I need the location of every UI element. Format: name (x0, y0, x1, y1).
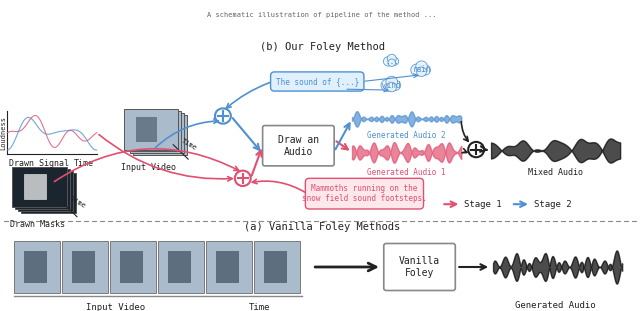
FancyBboxPatch shape (136, 117, 157, 142)
FancyBboxPatch shape (12, 167, 67, 207)
FancyBboxPatch shape (264, 251, 287, 283)
FancyBboxPatch shape (132, 115, 187, 155)
Text: (b) Our Foley Method: (b) Our Foley Method (260, 42, 385, 52)
FancyBboxPatch shape (72, 251, 95, 283)
FancyBboxPatch shape (15, 169, 70, 209)
Circle shape (383, 57, 393, 66)
Text: Time: Time (248, 303, 270, 311)
Text: Stage 2: Stage 2 (534, 200, 572, 209)
FancyBboxPatch shape (384, 244, 455, 290)
Text: (a) Vanilla Foley Methods: (a) Vanilla Foley Methods (244, 222, 401, 232)
Circle shape (416, 61, 428, 72)
FancyBboxPatch shape (14, 241, 60, 293)
FancyBboxPatch shape (127, 111, 181, 151)
Text: Mixed Audio: Mixed Audio (528, 168, 583, 177)
Text: Vanilla
Foley: Vanilla Foley (399, 256, 440, 278)
Text: Time: Time (180, 138, 198, 151)
Text: Loudness: Loudness (1, 116, 6, 150)
Text: Draw an
Audio: Draw an Audio (278, 135, 319, 156)
FancyBboxPatch shape (110, 241, 156, 293)
FancyBboxPatch shape (24, 251, 47, 283)
Circle shape (215, 108, 231, 124)
FancyBboxPatch shape (21, 173, 76, 213)
FancyBboxPatch shape (305, 178, 424, 209)
Circle shape (381, 79, 394, 91)
FancyBboxPatch shape (271, 72, 364, 91)
Text: A schematic illustration of pipeline of the method ...: A schematic illustration of pipeline of … (207, 12, 437, 18)
Circle shape (417, 67, 426, 77)
Circle shape (235, 171, 251, 186)
FancyBboxPatch shape (141, 121, 163, 146)
Circle shape (387, 54, 396, 63)
FancyBboxPatch shape (138, 119, 161, 144)
Text: Generated Audio: Generated Audio (515, 301, 596, 310)
FancyBboxPatch shape (129, 113, 184, 153)
FancyBboxPatch shape (124, 109, 178, 150)
Text: wind: wind (383, 81, 401, 90)
FancyBboxPatch shape (28, 176, 49, 201)
FancyBboxPatch shape (168, 251, 191, 283)
FancyBboxPatch shape (33, 180, 55, 205)
Circle shape (390, 80, 401, 91)
Text: Input Video: Input Video (121, 163, 176, 172)
FancyBboxPatch shape (262, 126, 334, 166)
Text: Generated Audio 1: Generated Audio 1 (367, 168, 446, 177)
FancyBboxPatch shape (206, 241, 252, 293)
Circle shape (420, 65, 431, 75)
Text: ...: ... (385, 57, 399, 66)
Circle shape (387, 82, 397, 92)
FancyBboxPatch shape (145, 123, 166, 148)
Text: Mammoths running on the
snow field sound footsteps.: Mammoths running on the snow field sound… (302, 184, 427, 203)
FancyBboxPatch shape (30, 178, 52, 203)
Text: Generated Audio 2: Generated Audio 2 (367, 131, 446, 140)
Circle shape (386, 76, 397, 87)
FancyBboxPatch shape (254, 241, 300, 293)
FancyBboxPatch shape (158, 241, 204, 293)
Text: Time: Time (74, 159, 93, 168)
Text: rain: rain (412, 66, 431, 74)
FancyBboxPatch shape (24, 174, 46, 199)
Circle shape (388, 59, 396, 66)
Text: Drawn Masks: Drawn Masks (10, 220, 65, 230)
FancyBboxPatch shape (62, 241, 108, 293)
Text: The sound of {...}: The sound of {...} (276, 77, 359, 86)
Circle shape (390, 57, 399, 65)
Circle shape (411, 64, 423, 76)
FancyBboxPatch shape (19, 171, 73, 211)
Text: Stage 1: Stage 1 (464, 200, 502, 209)
Circle shape (468, 142, 484, 157)
Text: Input Video: Input Video (86, 303, 145, 311)
FancyBboxPatch shape (120, 251, 143, 283)
Text: Drawn Signal: Drawn Signal (9, 159, 68, 168)
FancyBboxPatch shape (216, 251, 239, 283)
Text: Time: Time (69, 195, 87, 209)
